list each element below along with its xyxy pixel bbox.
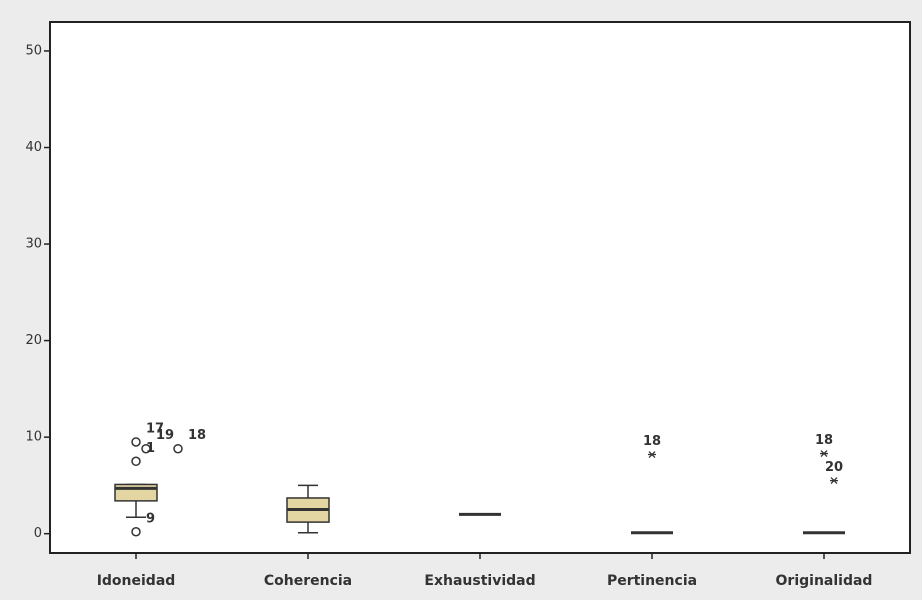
outlier-label: 17 (146, 421, 164, 436)
y-tick-label: 10 (25, 430, 42, 445)
outlier-label: 18 (815, 433, 833, 448)
x-tick-label: Exhaustividad (424, 573, 535, 589)
y-tick-label: 40 (25, 140, 42, 155)
outlier (131, 437, 141, 447)
outlier-label: 18 (188, 428, 206, 443)
outlier (648, 451, 656, 458)
y-tick-label: 50 (25, 43, 42, 58)
outlier-label: 19 (156, 428, 174, 443)
plot-area (49, 21, 911, 554)
outlier (131, 456, 141, 467)
y-tick-label: 0 (34, 526, 42, 541)
outlier (830, 477, 838, 485)
outlier (820, 450, 828, 458)
outlier-label: 9 (146, 511, 155, 526)
outlier-label: 18 (643, 434, 661, 449)
outlier-label: 1 (146, 441, 155, 456)
x-tick-label: Originalidad (776, 573, 873, 589)
outlier (131, 527, 141, 537)
x-tick-label: Idoneidad (97, 573, 176, 589)
y-tick-label: 20 (25, 333, 42, 348)
x-tick-label: Coherencia (264, 573, 352, 589)
x-tick-label: Pertinencia (607, 573, 697, 589)
y-tick-label: 30 (25, 237, 42, 252)
outlier (141, 443, 151, 454)
outlier (173, 443, 183, 454)
outlier-label: 20 (825, 460, 843, 475)
